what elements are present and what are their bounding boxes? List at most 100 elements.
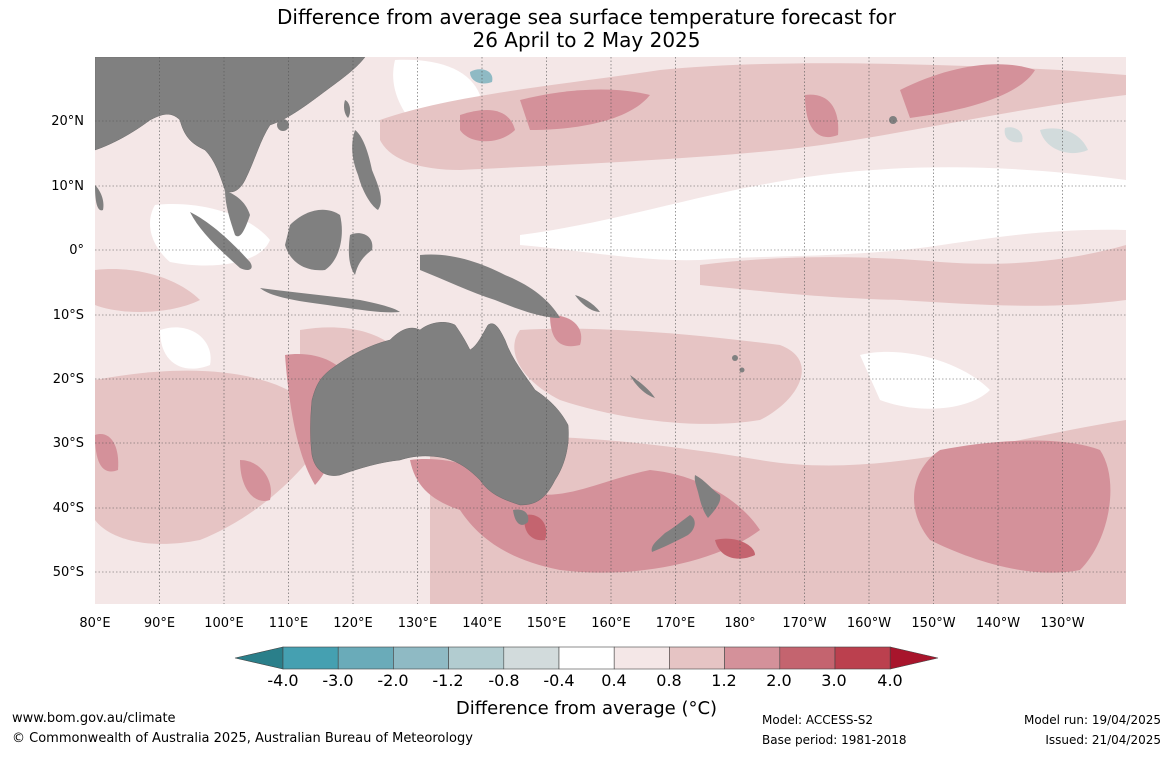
- warm-anomaly-region: [550, 315, 582, 347]
- lon-label: 120°E: [333, 616, 373, 631]
- colorbar: [234, 646, 939, 670]
- warm-anomaly-region: [900, 64, 1035, 118]
- near-normal-region: [160, 327, 211, 369]
- colorbar-label: -1.2: [432, 671, 464, 690]
- land-tasmania: [513, 509, 529, 525]
- lon-label: 150°E: [527, 616, 567, 631]
- lat-label: 10°N: [51, 179, 84, 194]
- model-name: Model: ACCESS-S2: [762, 713, 874, 727]
- lat-label: 20°N: [51, 114, 84, 129]
- issued-date: Issued: 21/04/2025: [1045, 733, 1161, 747]
- colorbar-label: 3.0: [821, 671, 847, 690]
- land-taiwan: [344, 100, 351, 118]
- near-normal-equatorial-band: [520, 167, 1126, 261]
- base-period: Base period: 1981-2018: [762, 733, 907, 747]
- lat-label: 0°: [69, 243, 84, 258]
- copyright-notice: © Commonwealth of Australia 2025, Austra…: [12, 731, 473, 746]
- colorbar-swatch: [337, 646, 394, 670]
- lon-label: 140°E: [462, 616, 502, 631]
- land-island: [889, 116, 897, 124]
- land-philippines: [352, 130, 381, 210]
- lon-label: 80°E: [79, 616, 110, 631]
- land-solomon-islands: [575, 295, 600, 312]
- colorbar-swatch: [724, 646, 781, 670]
- lat-label: 50°S: [53, 565, 84, 580]
- colorbar-swatch: [558, 646, 615, 670]
- strong-warm-anomaly: [715, 538, 755, 559]
- colorbar-swatch: [448, 646, 505, 670]
- lat-label: 20°S: [53, 372, 84, 387]
- land-sulawesi: [348, 233, 373, 275]
- anomaly-field: [95, 57, 1126, 604]
- graticule: [95, 57, 1126, 604]
- lon-label: 90°E: [144, 616, 175, 631]
- colorbar-swatch: [282, 646, 339, 670]
- lon-label: 170°E: [656, 616, 696, 631]
- map-title-line-2: 26 April to 2 May 2025: [472, 28, 701, 52]
- land-new-caledonia: [630, 375, 655, 398]
- colorbar-label: -0.4: [543, 671, 575, 690]
- warm-anomaly-region: [805, 94, 839, 138]
- anomaly-region: [95, 370, 330, 544]
- land-new-zealand-north: [694, 475, 721, 518]
- land-island: [277, 119, 289, 131]
- land-island: [739, 367, 745, 373]
- lon-label: 110°E: [269, 616, 309, 631]
- lon-label: 140°W: [976, 616, 1020, 631]
- warm-anomaly-region: [95, 434, 119, 472]
- colorbar-swatch: [503, 646, 560, 670]
- lon-label: 150°W: [911, 616, 955, 631]
- colorbar-swatch: [613, 646, 670, 670]
- lon-label: 130°E: [398, 616, 438, 631]
- land-sumatra: [190, 212, 252, 270]
- colorbar-label: 1.2: [711, 671, 737, 690]
- lat-label: 40°S: [53, 501, 84, 516]
- land-new-zealand-south: [651, 515, 695, 552]
- cool-anomaly-region: [470, 69, 493, 84]
- lat-label: 10°S: [53, 308, 84, 323]
- anomaly-region: [700, 245, 1126, 306]
- land-new-guinea: [420, 254, 560, 318]
- warm-anomaly-region: [520, 89, 650, 130]
- sst-anomaly-map: 20°N 10°N 0° 10°S 20°S 30°S 40°S 50°S 80…: [51, 57, 1126, 670]
- model-run-date: Model run: 19/04/2025: [1023, 713, 1161, 727]
- website-url: www.bom.gov.au/climate: [12, 711, 176, 726]
- colorbar-swatch: [779, 646, 836, 670]
- land-island: [732, 355, 738, 361]
- strong-warm-anomaly: [524, 514, 547, 541]
- warm-anomaly-region: [460, 110, 515, 142]
- colorbar-label: 2.0: [766, 671, 792, 690]
- colorbar-label: -4.0: [267, 671, 299, 690]
- colorbar-label: -3.0: [322, 671, 354, 690]
- cool-anomaly-region: [1040, 128, 1088, 154]
- colorbar-label: 0.8: [656, 671, 682, 690]
- land-indochina: [225, 190, 250, 237]
- near-normal-region: [860, 351, 990, 409]
- map-title-line-1: Difference from average sea surface temp…: [276, 5, 896, 29]
- anomaly-region: [95, 269, 200, 312]
- colorbar-swatch: [393, 646, 449, 670]
- land-india-tip: [95, 185, 104, 211]
- lon-label: 100°E: [204, 616, 244, 631]
- colorbar-extend-low: [234, 646, 284, 670]
- lon-label: 160°E: [591, 616, 631, 631]
- colorbar-swatch: [669, 646, 725, 670]
- colorbar-label: 0.4: [601, 671, 627, 690]
- anomaly-region: [514, 328, 802, 424]
- lat-label: 30°S: [53, 436, 84, 451]
- lon-label: 130°W: [1040, 616, 1084, 631]
- land-borneo: [285, 209, 342, 271]
- cool-anomaly-region: [1004, 127, 1023, 143]
- lon-label: 180°: [724, 616, 755, 631]
- colorbar-title: Difference from average (°C): [455, 698, 718, 719]
- colorbar-label: -2.0: [377, 671, 409, 690]
- land-java: [260, 288, 400, 313]
- colorbar-swatch: [834, 646, 891, 670]
- warm-anomaly-region: [240, 460, 271, 501]
- lon-label: 170°W: [782, 616, 826, 631]
- land-australia: [310, 322, 569, 506]
- colorbar-label: 4.0: [877, 671, 903, 690]
- colorbar-label: -0.8: [488, 671, 520, 690]
- lon-label: 160°W: [847, 616, 891, 631]
- colorbar-extend-high: [889, 646, 939, 670]
